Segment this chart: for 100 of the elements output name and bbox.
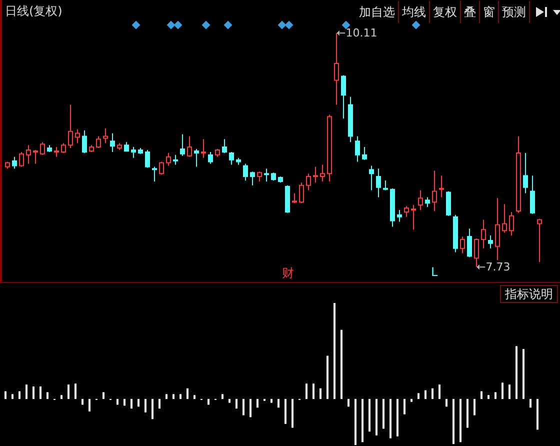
candlestick — [131, 146, 136, 158]
bar — [144, 398, 146, 412]
bar — [152, 398, 154, 420]
bar — [4, 391, 6, 399]
candlestick — [215, 148, 220, 158]
candlestick — [271, 172, 276, 181]
bar — [292, 398, 294, 428]
text: 窗 — [480, 1, 499, 23]
bar — [396, 398, 398, 436]
candlestick — [264, 168, 269, 182]
bar — [270, 398, 272, 403]
candlestick — [68, 104, 73, 149]
candlestick — [54, 146, 59, 158]
candlestick — [166, 152, 171, 166]
bar — [88, 398, 90, 412]
text: 叠 — [461, 1, 480, 23]
candlestick — [481, 219, 486, 249]
bar — [362, 398, 364, 442]
bar — [432, 388, 434, 399]
bar — [256, 398, 258, 408]
candlestick — [348, 96, 353, 143]
candlestick — [467, 228, 472, 258]
bar — [494, 392, 496, 399]
candlestick — [327, 114, 332, 182]
candlestick — [19, 151, 24, 168]
bar — [306, 384, 308, 399]
annotation: L — [431, 265, 438, 279]
bar — [502, 382, 504, 399]
candlestick — [362, 146, 367, 160]
candlestick — [26, 144, 31, 164]
candlestick — [404, 206, 409, 218]
text: 预测 — [499, 1, 530, 23]
candlestick — [299, 182, 304, 204]
bar — [312, 384, 314, 399]
candlestick — [250, 171, 255, 186]
bar — [424, 390, 426, 399]
bar — [236, 398, 238, 409]
candlestick — [341, 74, 346, 120]
candlestick — [96, 136, 101, 149]
candlestick — [138, 148, 143, 154]
candlestick — [488, 235, 493, 249]
candlestick — [523, 152, 528, 194]
candlestick — [173, 154, 178, 166]
bar — [326, 356, 328, 399]
candlestick — [537, 218, 542, 263]
bar — [340, 330, 342, 399]
candlestick — [397, 209, 402, 222]
bar — [46, 392, 48, 399]
candlestick — [306, 173, 311, 191]
bar — [158, 398, 160, 409]
bar — [12, 394, 14, 399]
bar — [18, 391, 20, 399]
bar — [354, 398, 356, 445]
candlestick — [236, 157, 241, 166]
bar — [74, 384, 76, 399]
bar — [334, 303, 336, 399]
candlestick — [509, 211, 514, 236]
candlestick — [369, 165, 374, 191]
candlestick — [383, 180, 388, 191]
bar — [376, 398, 378, 436]
candlestick — [159, 161, 164, 176]
candlestick — [82, 130, 87, 154]
bar — [194, 395, 196, 399]
bar — [32, 386, 34, 399]
candlestick — [516, 136, 521, 214]
candlestick — [47, 144, 52, 152]
text: 均线 — [399, 1, 430, 23]
bar — [508, 384, 510, 399]
bar — [208, 398, 210, 405]
candlestick — [460, 236, 465, 254]
bar — [172, 394, 174, 399]
bar — [452, 398, 454, 444]
bar — [228, 398, 230, 403]
bar — [68, 384, 70, 399]
candlestick — [208, 151, 213, 164]
annotation: ←10.11 — [336, 26, 378, 40]
text: 日线(复权) — [5, 3, 62, 20]
bar — [166, 394, 168, 399]
candlestick — [334, 32, 339, 106]
bar — [404, 398, 406, 414]
candlestick — [376, 168, 381, 198]
candlestick — [530, 175, 535, 214]
candlestick — [453, 214, 458, 253]
candlestick — [75, 128, 80, 144]
candlestick — [320, 164, 325, 182]
candlestick — [229, 151, 234, 166]
bar — [40, 386, 42, 399]
bar — [480, 391, 482, 399]
candlestick — [502, 204, 507, 234]
candlestick — [40, 142, 45, 156]
candlestick — [5, 161, 10, 170]
bar — [26, 384, 28, 399]
candlestick — [110, 132, 115, 152]
bar — [530, 398, 532, 408]
candlestick — [418, 190, 423, 210]
bar — [138, 398, 140, 407]
candlestick — [152, 166, 157, 182]
candlestick — [89, 144, 94, 152]
annotation: 财 — [282, 265, 294, 282]
bar — [418, 393, 420, 399]
